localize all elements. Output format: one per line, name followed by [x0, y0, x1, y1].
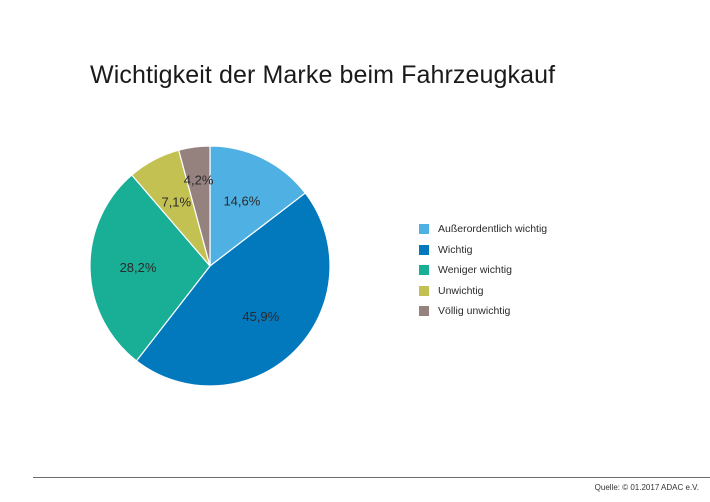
legend-item-weniger-wichtig: Weniger wichtig	[419, 260, 547, 281]
legend-swatch	[419, 285, 429, 296]
slice-label-unwichtig: 7,1%	[161, 194, 191, 209]
slice-label-ausserordentlich-wichtig: 14,6%	[223, 193, 260, 208]
legend-item-voellig-unwichtig: Völlig unwichtig	[419, 301, 547, 322]
slice-label-wichtig: 45,9%	[242, 309, 279, 324]
legend-item-ausserordentlich-wichtig: Außerordentlich wichtig	[419, 219, 547, 240]
legend-label: Völlig unwichtig	[438, 305, 511, 318]
pie-slice-weniger-wichtig	[89, 174, 211, 362]
legend-swatch	[419, 265, 429, 276]
legend-swatch	[419, 306, 429, 317]
pie-slice-wichtig	[135, 192, 331, 387]
legend-label: Weniger wichtig	[438, 264, 512, 277]
chart-legend: Außerordentlich wichtig Wichtig Weniger wi…	[419, 219, 547, 322]
legend-swatch	[419, 244, 429, 255]
slice-label-weniger-wichtig: 28,2%	[120, 260, 157, 275]
legend-item-unwichtig: Unwichtig	[419, 281, 547, 302]
source-note: Quelle: © 01.2017 ADAC e.V.	[594, 483, 699, 492]
chart-title: Wichtigkeit der Marke beim Fahrzeugkauf	[90, 60, 556, 89]
pie-slice-voellig-unwichtig	[177, 145, 211, 267]
legend-label: Außerordentlich wichtig	[438, 223, 548, 236]
footer-divider	[33, 477, 710, 478]
legend-swatch	[419, 224, 429, 235]
legend-item-wichtig: Wichtig	[419, 240, 547, 261]
legend-label: Wichtig	[438, 243, 473, 256]
slice-label-voellig-unwichtig: 4,2%	[184, 172, 214, 187]
pie-slice-ausserordentlich-wichtig	[209, 145, 307, 268]
legend-label: Unwichtig	[438, 284, 484, 297]
